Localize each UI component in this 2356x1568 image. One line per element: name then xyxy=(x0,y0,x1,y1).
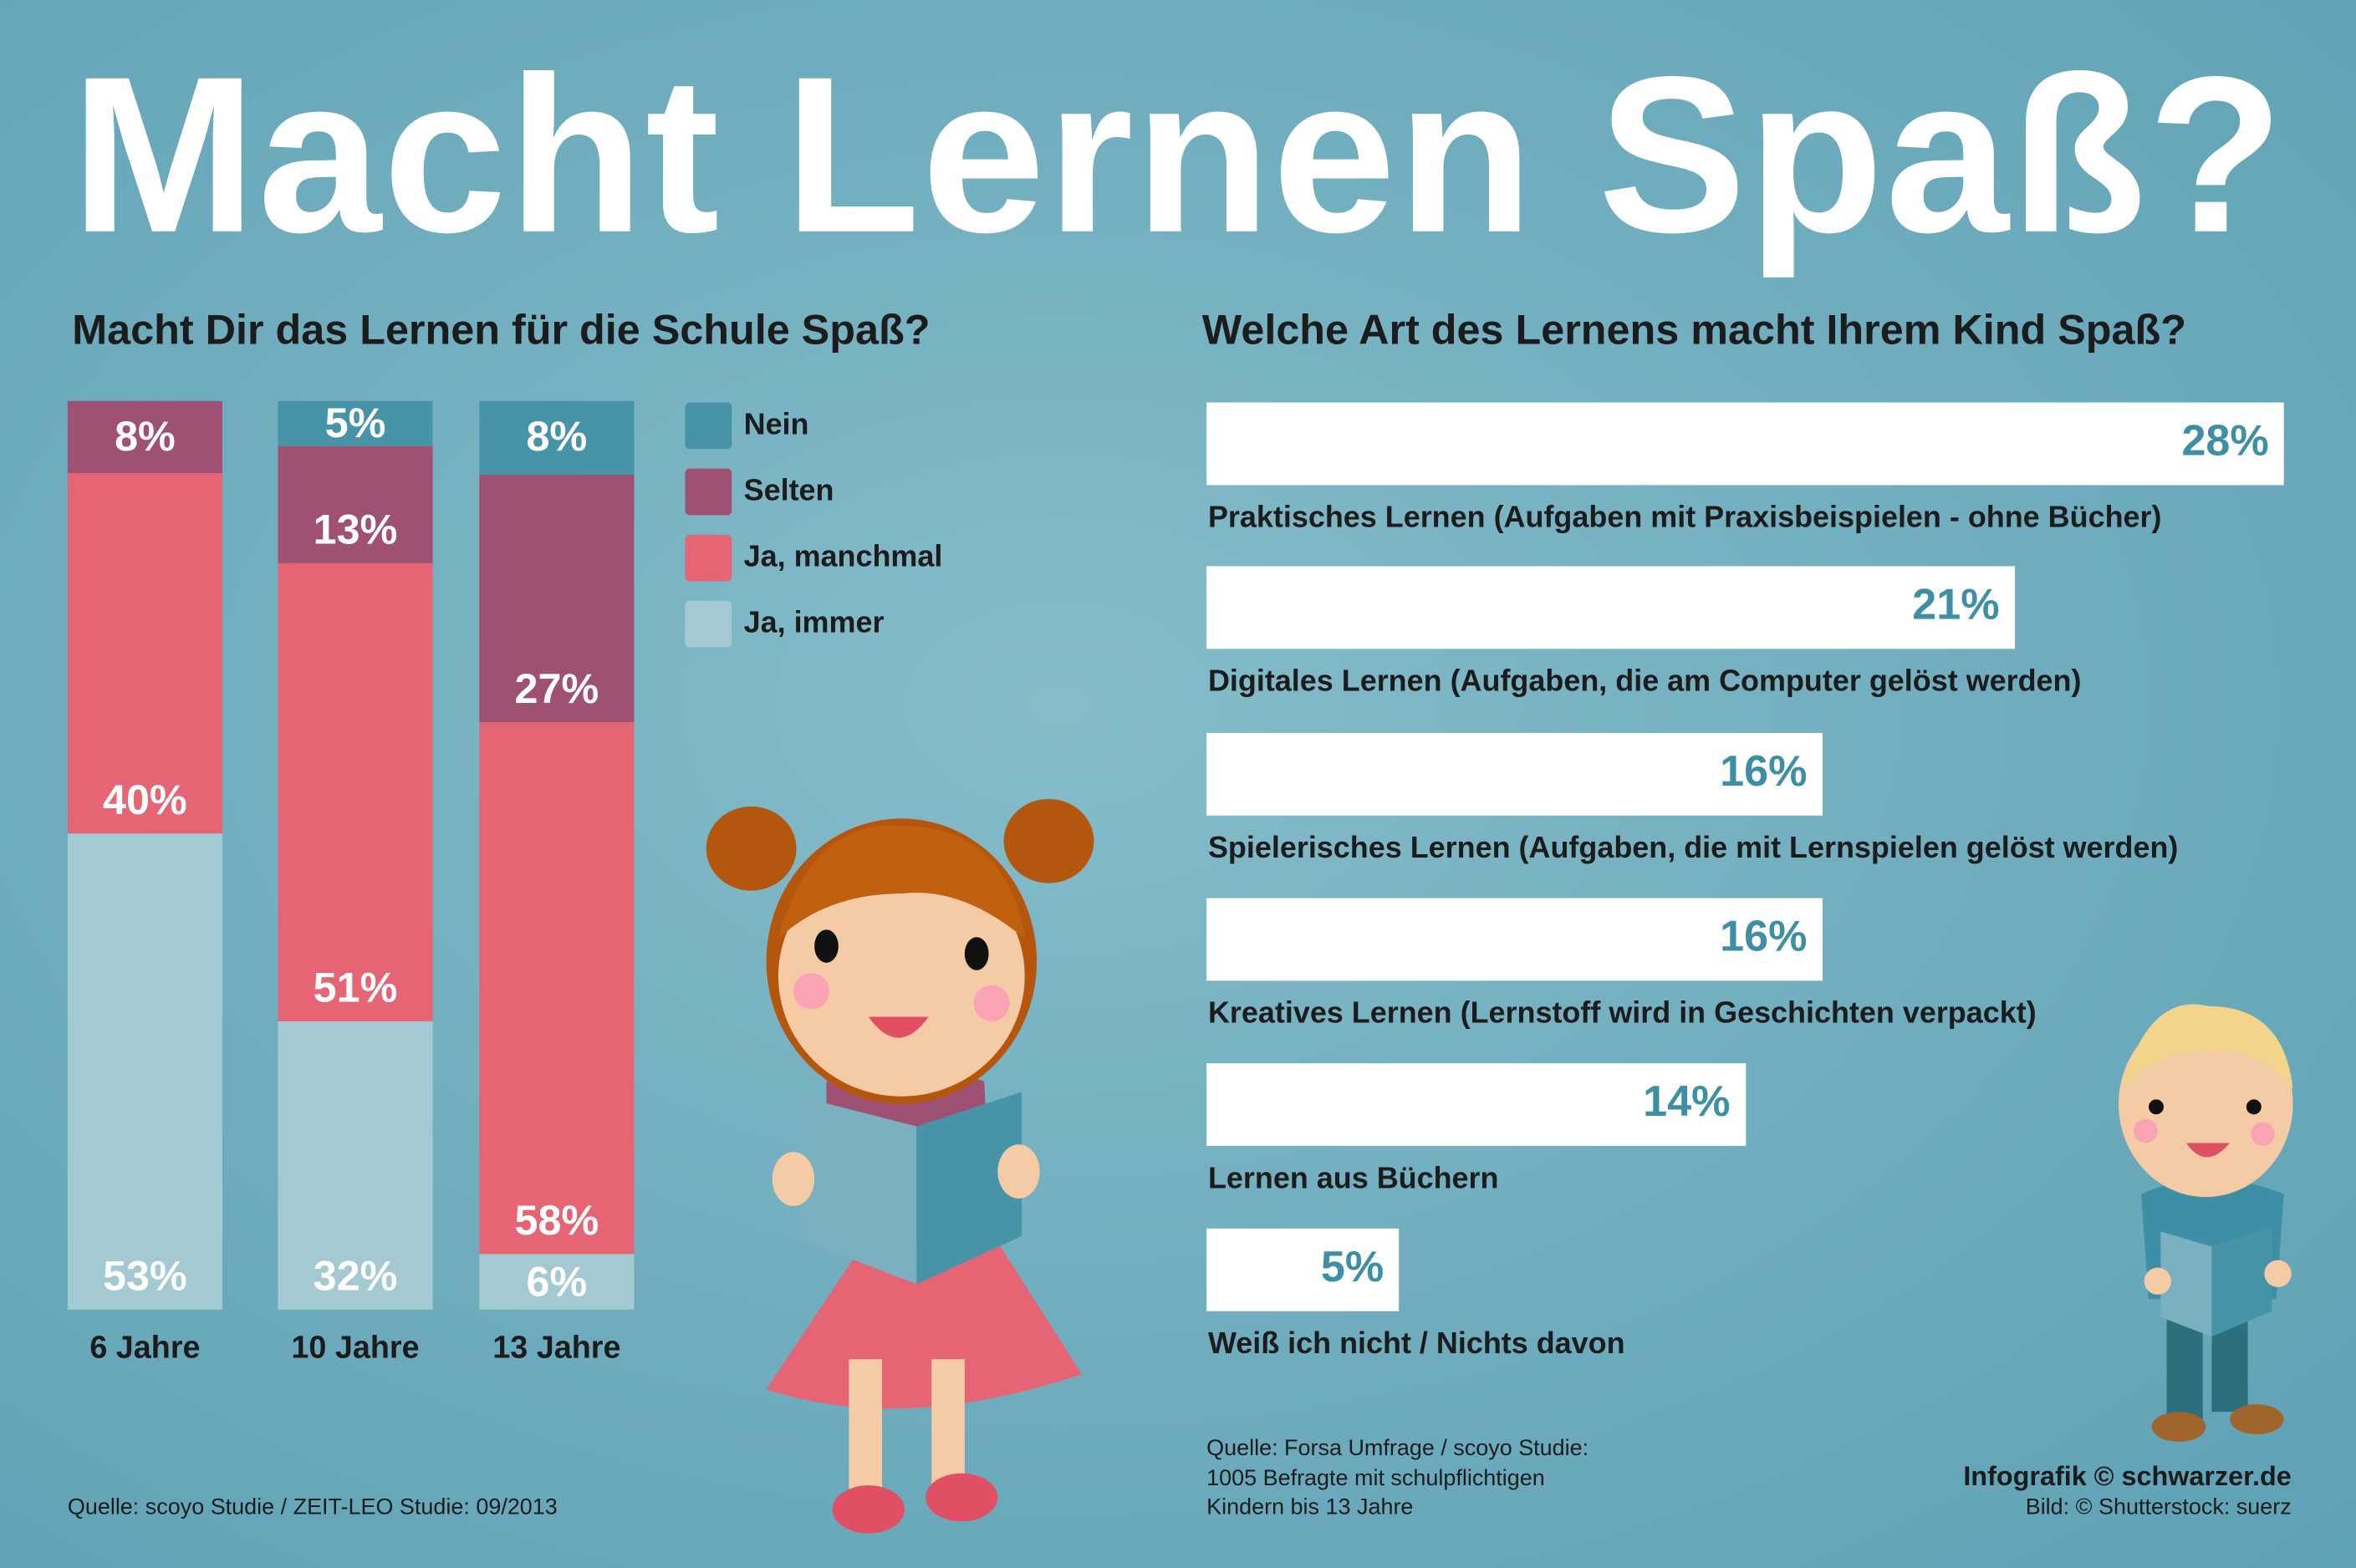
bar-value-label: 6% xyxy=(526,1258,588,1305)
bar-value-label: 53% xyxy=(103,1252,187,1300)
horizontal-bar: 28% xyxy=(1206,402,2284,486)
legend-label: Nein xyxy=(743,408,809,442)
horizontal-bar: 16% xyxy=(1206,898,1823,981)
bar-category-label: Kreatives Lernen (Lernstoff wird in Gesc… xyxy=(1207,997,2037,1031)
bar-value-label: 5% xyxy=(1320,1243,1385,1292)
bar-value-label: 58% xyxy=(514,1197,599,1245)
bar-segment-ja-manchmal xyxy=(479,722,635,1255)
bar-segment-ja-manchmal xyxy=(67,472,222,833)
bar-segment-ja-immer xyxy=(479,1255,635,1310)
bar-value-label: 32% xyxy=(313,1252,398,1300)
right-source-line: 1005 Befragte mit schulpflichtigen xyxy=(1206,1464,1545,1491)
bar-value-label: 16% xyxy=(1720,747,1808,797)
left-source: Quelle: scoyo Studie / ZEIT-LEO Studie: … xyxy=(67,1494,558,1520)
bar-value-label: 27% xyxy=(514,664,599,712)
infografik-credit: Infografik © schwarzer.de xyxy=(1963,1461,2292,1492)
bar-value-label: 8% xyxy=(526,413,588,461)
right-source-line: Quelle: Forsa Umfrage / scoyo Studie: xyxy=(1206,1435,1589,1462)
bar-segment-selten xyxy=(67,400,222,473)
bar-segment-nein xyxy=(479,400,635,475)
bar-segment-ja-immer xyxy=(278,1021,433,1310)
bar-segment-ja-manchmal xyxy=(278,563,433,1022)
bar-category-label: Praktisches Lernen (Aufgaben mit Praxisb… xyxy=(1207,501,2162,535)
bar-value-label: 16% xyxy=(1720,913,1808,962)
main-title: Macht Lernen Spaß? xyxy=(70,31,2286,280)
bar-category-label: Weiß ich nicht / Nichts davon xyxy=(1207,1327,1625,1361)
legend-swatch xyxy=(685,534,732,582)
bar-value-label: 14% xyxy=(1643,1078,1731,1127)
horizontal-bar: 14% xyxy=(1206,1063,1746,1147)
bar-category-label: Spielerisches Lernen (Aufgaben, die mit … xyxy=(1207,832,2179,866)
bar-category-label: Digitales Lernen (Aufgaben, die am Compu… xyxy=(1207,665,2082,699)
girl-reading-illustration xyxy=(706,798,1094,1534)
right-chart-title: Welche Art des Lernens macht Ihrem Kind … xyxy=(1201,306,2187,354)
image-credit: Bild: © Shutterstock: suerz xyxy=(2025,1494,2292,1520)
bar-segment-selten xyxy=(278,445,433,563)
legend-label: Ja, immer xyxy=(743,606,885,640)
boy-reading-illustration xyxy=(2119,1004,2293,1443)
category-label: 6 Jahre xyxy=(89,1331,201,1366)
legend-swatch xyxy=(685,468,732,516)
bar-value-label: 13% xyxy=(313,506,398,552)
bar-value-label: 40% xyxy=(103,776,187,822)
right-source-line: Kindern bis 13 Jahre xyxy=(1206,1494,1414,1520)
bar-value-label: 28% xyxy=(2181,417,2269,466)
bar-value-label: 5% xyxy=(324,399,386,446)
bar-segment-selten xyxy=(479,474,635,723)
stacked-bar: 8% 40% 53% xyxy=(67,400,222,1310)
bar-category-label: Lernen aus Büchern xyxy=(1207,1162,1499,1196)
stacked-bar: 8% 27% 58% 6% xyxy=(479,400,635,1310)
horizontal-bar: 16% xyxy=(1206,732,1823,816)
legend-label: Ja, manchmal xyxy=(743,540,943,574)
stacked-bar: 5% 13% 51% 32% xyxy=(278,399,433,1310)
credits: Infografik © schwarzer.de Bild: © Shutte… xyxy=(1963,1461,2291,1520)
legend-swatch xyxy=(685,402,732,450)
legend-label: Selten xyxy=(743,474,834,508)
left-chart-title: Macht Dir das Lernen für die Schule Spaß… xyxy=(72,306,931,354)
bar-segment-ja-immer xyxy=(67,832,222,1310)
right-source: Quelle: Forsa Umfrage / scoyo Studie: 10… xyxy=(1206,1434,1589,1522)
horizontal-bar: 5% xyxy=(1206,1228,1400,1311)
bar-value-label: 21% xyxy=(1912,581,2000,629)
legend-swatch xyxy=(685,600,732,648)
horizontal-bar: 21% xyxy=(1206,566,2015,649)
bar-value-label: 51% xyxy=(313,965,398,1011)
bar-value-label: 8% xyxy=(115,413,176,460)
category-label: 13 Jahre xyxy=(492,1331,621,1366)
category-label: 10 Jahre xyxy=(291,1331,420,1366)
bar-segment-nein xyxy=(278,400,433,446)
